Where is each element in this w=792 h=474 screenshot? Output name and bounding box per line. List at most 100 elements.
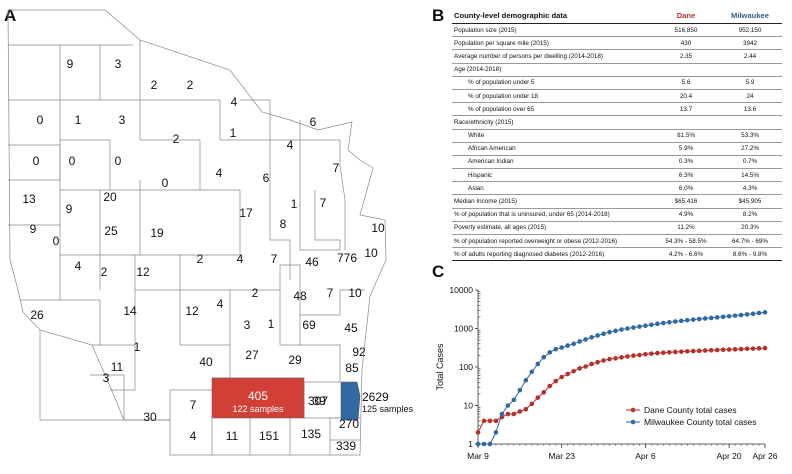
county-case-count: 27 [245, 348, 259, 362]
data-point [690, 317, 696, 322]
milwaukee-samples-label: 125 samples [362, 404, 414, 414]
data-point [673, 319, 678, 324]
data-point [673, 349, 678, 355]
data-point [702, 316, 708, 321]
data-point [475, 430, 481, 435]
county-case-count: 1 [230, 126, 237, 140]
table-row: Hispanic 6.3% 14.5% [452, 168, 782, 183]
y-tick-label: 10000 [449, 285, 473, 295]
row-label: Median Income (2015) [452, 194, 654, 209]
data-point [649, 322, 654, 328]
county-boundary [60, 180, 240, 256]
milwaukee-county-highlight [340, 381, 361, 421]
dane-value [654, 63, 718, 77]
dane-value: 2.35 [654, 49, 718, 64]
county-case-count: 0 [115, 154, 122, 168]
dane-value: 13.7 [654, 102, 718, 117]
data-point [541, 354, 547, 360]
data-point [625, 354, 630, 359]
legend-swatch-marker [630, 407, 636, 413]
county-case-count: 39 [312, 394, 326, 408]
data-point [637, 352, 642, 358]
table-row: Asian 6.0% 4.3% [452, 181, 782, 196]
county-case-count: 4 [190, 429, 197, 443]
county-case-count: 4 [287, 138, 294, 152]
data-point [517, 387, 523, 393]
dane-value: 11.2% [654, 221, 718, 236]
column-header-milwaukee: Milwaukee [718, 10, 782, 24]
data-point [529, 401, 535, 407]
milwaukee-value: 27.2% [718, 142, 782, 156]
data-point [505, 411, 511, 417]
panel-label-c: C [432, 262, 445, 281]
milwaukee-value: 24 [718, 89, 782, 104]
county-case-count: 4 [217, 297, 224, 311]
county-case-count: 2 [252, 286, 259, 300]
data-point [493, 430, 499, 435]
dane-value: 5.9% [654, 142, 718, 156]
data-point [529, 369, 535, 375]
data-point [762, 310, 768, 315]
legend-label: Milwaukee County total cases [644, 417, 756, 427]
county-case-count: 8 [280, 217, 287, 231]
data-point [631, 325, 636, 330]
county-case-count: 25 [104, 224, 118, 238]
county-case-count: 9 [67, 57, 74, 71]
panel-label-b: B [432, 6, 445, 25]
x-tick-label: Mar 23 [548, 451, 575, 461]
county-case-count: 4 [231, 95, 238, 109]
table-row: Median Income (2015) $65,416 $45,905 [452, 194, 782, 209]
table-row: % of population that is uninsured, under… [452, 208, 782, 222]
data-point [684, 317, 690, 323]
dane-value: 81.5% [654, 129, 718, 143]
county-case-count: 2 [101, 265, 108, 279]
cases-line-chart: 1 10 100 1000 10000 Mar 9 Mar 23 Apr 6 Apr 20 Apr… [435, 285, 778, 461]
county-case-count: 10 [371, 221, 385, 235]
data-point [499, 411, 505, 417]
dane-value: $65,416 [654, 194, 718, 209]
data-point [708, 315, 714, 321]
table-row: % of population under 5 5.6 5.9 [452, 76, 782, 90]
county-case-count: 3 [244, 318, 251, 332]
data-point [577, 366, 582, 371]
row-label: % of population under 18 [452, 89, 654, 104]
county-case-count: 7 [320, 196, 327, 210]
milwaukee-value: $45,905 [718, 194, 782, 209]
data-point [738, 346, 744, 352]
y-tick-label: 100 [459, 362, 473, 372]
county-case-count: 4 [216, 166, 223, 180]
data-point [547, 383, 553, 389]
data-point [565, 371, 570, 377]
county-case-count: 40 [199, 355, 213, 369]
milwaukee-value: 8.6% - 9.8% [718, 247, 782, 262]
county-case-count: 11 [111, 360, 124, 374]
county-case-count: 1 [291, 197, 298, 211]
row-label: Asian [452, 181, 654, 196]
row-label: Poverty estimate, all ages (2015) [452, 221, 654, 236]
data-point [535, 395, 541, 400]
table-row: Population size (2015) 516,850 952,150 [452, 23, 782, 38]
row-label: % of population over 65 [452, 102, 654, 117]
row-label: Population per square mile (2015) [452, 36, 654, 51]
row-label: White [452, 129, 654, 143]
data-point [738, 312, 744, 318]
dane-value: 0.3% [654, 155, 718, 170]
table-row: American Indian 0.3% 0.7% [452, 155, 782, 170]
county-case-count: 9 [66, 202, 73, 216]
data-point [601, 331, 606, 337]
county-case-count: 30 [143, 410, 157, 424]
data-point [732, 347, 738, 352]
data-point [726, 313, 732, 319]
row-label: Average number of persons per dwelling (… [452, 49, 654, 64]
milwaukee-value [718, 115, 782, 130]
data-point [619, 327, 624, 332]
row-label: % of population under 5 [452, 76, 654, 90]
y-tick-label: 1000 [454, 324, 473, 334]
data-point [696, 316, 702, 322]
data-point [559, 374, 565, 380]
dane-value: 4.9% [654, 208, 718, 222]
row-label: % of adults reporting diagnosed diabetes… [452, 247, 654, 262]
milwaukee-value: 13.6 [718, 102, 782, 117]
county-case-count: 29 [288, 353, 302, 367]
county-case-count: 14 [123, 304, 137, 318]
